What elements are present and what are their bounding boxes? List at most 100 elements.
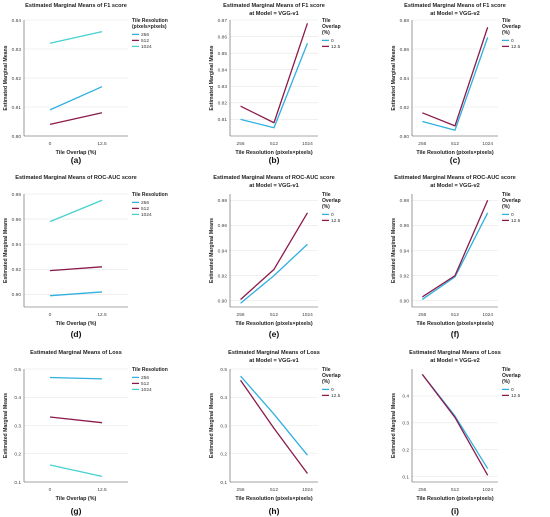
y-tick-label: 0.98 (400, 198, 410, 204)
x-axis-label: Tile Resolution (pixels×pixels) (235, 321, 313, 327)
series-line-1024 (49, 464, 103, 477)
legend-title-line: (%) (322, 30, 330, 36)
x-tick-label: 0 (49, 141, 52, 147)
y-axis-label: Estimated Marginal Means (391, 393, 397, 458)
y-tick-label: 0.80 (12, 134, 22, 140)
series-line-512 (49, 266, 103, 272)
y-tick-label: 0.88 (400, 18, 410, 24)
legend-title: Tile Overlap (%) (502, 192, 521, 210)
chart-subtitle: at Model = VGG-v1 (249, 358, 299, 364)
legend-title-line: Tile (502, 367, 511, 373)
legend-label: 0 (331, 38, 334, 44)
y-tick-label: 0.81 (12, 105, 22, 111)
chart-title: Estimated Marginal Means of F1 score (404, 3, 506, 9)
x-tick-label: 0 (49, 312, 52, 318)
chart-title: Estimated Marginal Means of Loss (228, 350, 320, 356)
legend-title: Tile Overlap (%) (502, 18, 521, 36)
y-tick-label: 0.82 (400, 105, 410, 111)
chart-subtitle: at Model = VGG-v1 (249, 183, 299, 189)
legend-title: Tile Resolution (132, 367, 168, 373)
legend-title-line: Tile (322, 192, 331, 198)
x-tick-label: 256 (418, 487, 426, 493)
legend-label: 1024 (141, 44, 152, 50)
legend-title-line: Overlap (502, 373, 521, 379)
legend-label: 256 (141, 200, 149, 206)
y-tick-label: 0.3 (402, 421, 409, 427)
legend-title-line: (%) (322, 204, 330, 210)
y-tick-label: 0.98 (218, 198, 228, 204)
x-tick-label: 1024 (302, 312, 313, 318)
x-tick-label: 256 (237, 312, 245, 318)
chart-title: Estimated Marginal Means of ROC-AUC scor… (213, 175, 335, 181)
chart-panel-3: Estimated Marginal Means of F1 score at M… (391, 3, 521, 165)
y-tick-label: 0.4 (14, 395, 21, 401)
legend-title-line: (%) (322, 379, 330, 385)
chart-title: Estimated Marginal Means of ROC-AUC scor… (15, 175, 137, 181)
y-axis-label: Estimated Marginal Means (209, 45, 215, 110)
y-tick-label: 0.5 (220, 367, 227, 373)
y-tick-label: 0.82 (12, 76, 22, 82)
y-tick-label: 0.1 (14, 480, 21, 486)
y-tick-label: 0.96 (218, 223, 228, 229)
y-tick-label: 0.80 (400, 134, 410, 140)
panel-label: (i) (451, 506, 459, 516)
legend-title-line: (%) (502, 379, 510, 385)
x-tick-label: 256 (237, 141, 245, 147)
legend-label: 1024 (141, 387, 152, 393)
legend-label: 256 (141, 375, 149, 381)
panel-label: (d) (71, 329, 82, 339)
y-tick-label: 0.3 (14, 423, 21, 429)
x-tick-label: 512 (451, 312, 459, 318)
series-line-12-5 (240, 212, 308, 300)
y-tick-label: 0.92 (400, 273, 410, 279)
x-tick-label: 256 (418, 312, 426, 318)
legend-label: 0 (511, 387, 514, 393)
series-line-0 (422, 37, 489, 131)
chart-panel-7: Estimated Marginal Means of Loss 0.1 0.2 0.… (3, 350, 168, 516)
legend-label: 0 (511, 212, 514, 218)
series-line-512 (49, 416, 103, 424)
chart-panel-5: Estimated Marginal Means of ROC-AUC scor… (209, 175, 341, 339)
legend-title-line: Tile Resolution (132, 18, 168, 24)
y-tick-label: 0.96 (400, 223, 410, 229)
x-tick-label: 12.5 (97, 487, 107, 493)
x-axis-label: Tile Resolution (pixels×pixels) (416, 496, 494, 502)
x-tick-label: 12.5 (97, 312, 107, 318)
chart-subtitle: at Model = VGG-v2 (430, 11, 480, 17)
y-tick-label: 0.1 (402, 474, 409, 480)
y-tick-label: 0.90 (218, 299, 228, 305)
series-line-12-5 (421, 200, 489, 298)
legend-title-line: Tile (322, 367, 331, 373)
y-tick-label: 0.2 (220, 452, 227, 458)
chart-panel-4: Estimated Marginal Means of ROC-AUC scor… (3, 175, 168, 339)
x-tick-label: 0 (49, 487, 52, 493)
series-line-1024 (49, 199, 103, 223)
legend-label: 0 (331, 387, 334, 393)
series-line-0 (421, 212, 489, 301)
chart-panel-2: Estimated Marginal Means of F1 score at M… (209, 3, 341, 165)
chart-title: Estimated Marginal Means of Loss (409, 350, 501, 356)
y-tick-label: 0.96 (12, 217, 22, 223)
x-tick-label: 12.5 (97, 141, 107, 147)
y-tick-label: 0.84 (218, 68, 228, 74)
legend-label: 1024 (141, 212, 152, 218)
series-line-12-5 (240, 379, 308, 474)
legend-title-line: Overlap (502, 24, 521, 30)
chart-subtitle: at Model = VGG-v2 (430, 183, 480, 189)
x-tick-label: 256 (237, 487, 245, 493)
chart-panel-9: Estimated Marginal Means of Loss at Model… (391, 350, 521, 516)
legend-title: Tile Overlap (%) (322, 18, 341, 36)
y-tick-label: 0.2 (14, 452, 21, 458)
legend-title-line: (pixels×pixels) (132, 24, 167, 30)
y-tick-label: 0.83 (12, 47, 22, 53)
legend-title-line: Tile (322, 18, 331, 24)
y-axis-label: Estimated Marginal Means (3, 393, 9, 458)
legend-label: 0 (511, 38, 514, 44)
legend-title: Tile Overlap (%) (322, 192, 341, 210)
y-tick-label: 0.84 (400, 76, 410, 82)
y-tick-label: 0.85 (218, 51, 228, 57)
series-line-256 (49, 291, 103, 297)
y-tick-label: 0.92 (218, 273, 228, 279)
y-tick-label: 0.84 (12, 18, 22, 24)
